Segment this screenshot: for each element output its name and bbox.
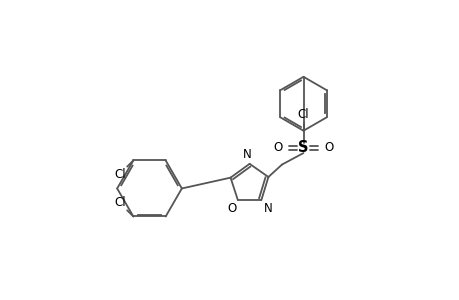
Text: S: S (297, 140, 308, 155)
Text: Cl: Cl (114, 196, 125, 209)
Text: Cl: Cl (297, 109, 308, 122)
Text: O: O (324, 141, 333, 154)
Text: N: N (263, 202, 272, 214)
Text: N: N (242, 148, 251, 161)
Text: O: O (273, 141, 282, 154)
Text: Cl: Cl (114, 168, 125, 181)
Text: O: O (227, 202, 236, 214)
